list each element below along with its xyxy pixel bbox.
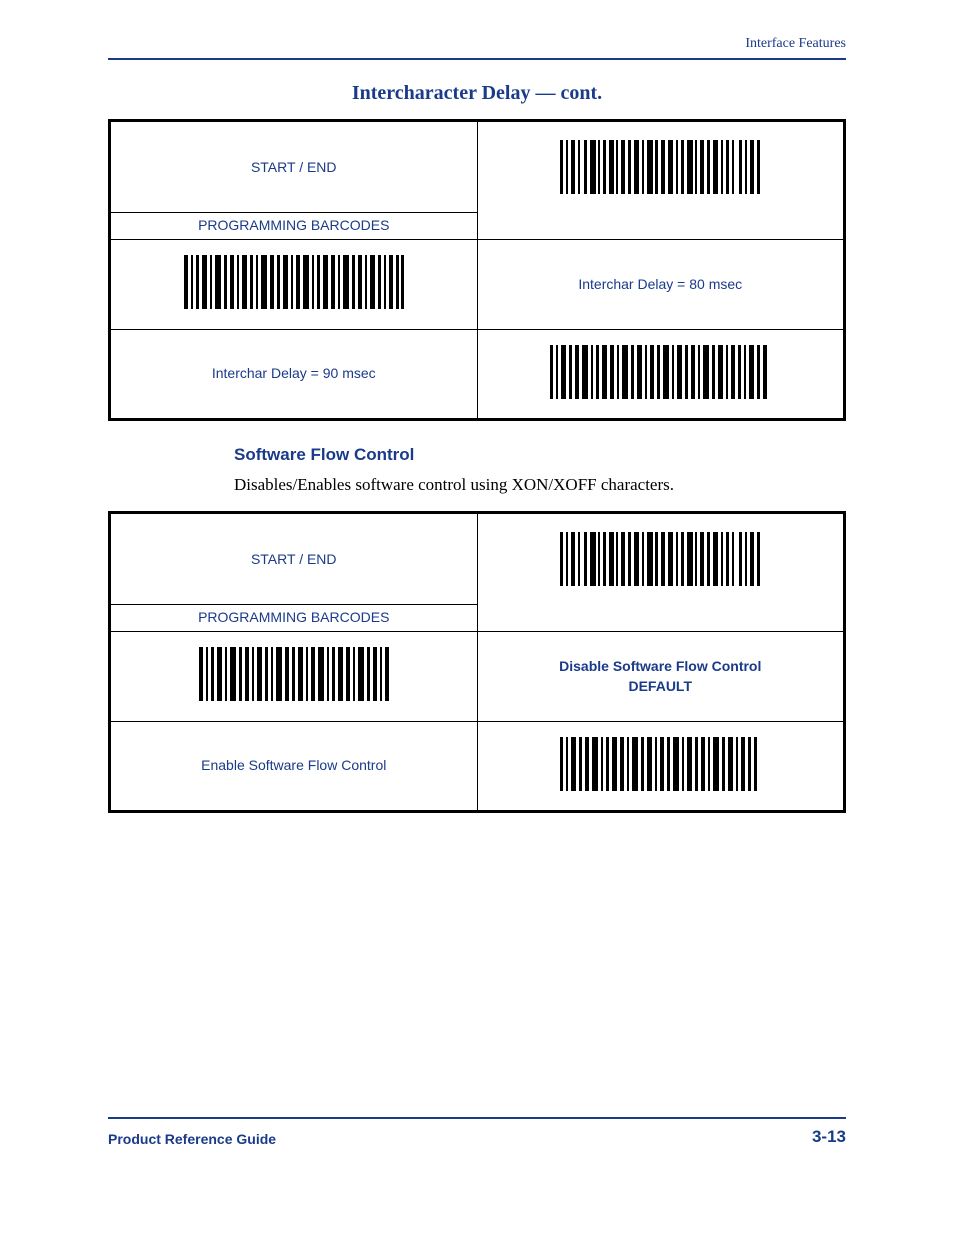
barcode-delay-90 [550, 345, 770, 399]
delay-90-label: Interchar Delay = 90 msec [212, 365, 376, 381]
programming-barcodes-label: PROGRAMMING BARCODES [111, 604, 477, 631]
table-header-row: START / END PROGRAMMING BARCODES . [110, 121, 845, 240]
barcode-table-intercharacter: START / END PROGRAMMING BARCODES . [108, 119, 846, 421]
barcode-disable-flow [199, 647, 389, 701]
barcode-enable-flow [560, 737, 760, 791]
table-header-row: START / END PROGRAMMING BARCODES . [110, 513, 845, 632]
footer-page-number: 3-13 [812, 1127, 846, 1147]
start-end-label: START / END [251, 551, 337, 567]
table-row: Enable Software Flow Control [110, 722, 845, 812]
enable-flow-label: Enable Software Flow Control [201, 757, 386, 773]
disable-flow-label: Disable Software Flow Control DEFAULT [486, 657, 836, 696]
start-end-label: START / END [251, 159, 337, 175]
barcode-table-software-flow: START / END PROGRAMMING BARCODES . [108, 511, 846, 813]
page-header-breadcrumb: Interface Features [745, 36, 846, 52]
header-rule [108, 58, 846, 60]
barcode-start-end [560, 532, 760, 586]
section-title-intercharacter: Intercharacter Delay — cont. [108, 82, 846, 105]
section-description: Disables/Enables software control using … [234, 475, 846, 495]
subsection-title-software-flow: Software Flow Control [234, 445, 846, 465]
footer-rule [108, 1117, 846, 1119]
page-content: Intercharacter Delay — cont. START / END… [108, 82, 846, 813]
barcode-delay-80 [184, 255, 404, 309]
delay-80-label: Interchar Delay = 80 msec [578, 276, 742, 292]
table-row: Interchar Delay = 90 msec [110, 330, 845, 420]
table-row: Disable Software Flow Control DEFAULT [110, 632, 845, 722]
barcode-start-end [560, 140, 760, 194]
table-row: Interchar Delay = 80 msec [110, 240, 845, 330]
programming-barcodes-label: PROGRAMMING BARCODES [111, 212, 477, 239]
footer-guide-name: Product Reference Guide [108, 1131, 276, 1147]
